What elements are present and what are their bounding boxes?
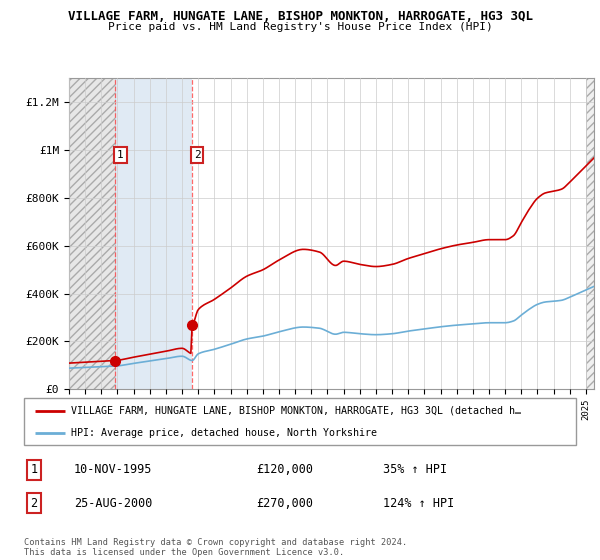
Text: £270,000: £270,000 (256, 497, 313, 510)
Bar (586, 78, 594, 389)
Bar (586, 78, 594, 389)
Bar (69, 78, 115, 389)
Text: 25-AUG-2000: 25-AUG-2000 (74, 497, 152, 510)
Text: 2: 2 (194, 150, 200, 160)
Text: Contains HM Land Registry data © Crown copyright and database right 2024.
This d: Contains HM Land Registry data © Crown c… (24, 538, 407, 557)
Text: 10-NOV-1995: 10-NOV-1995 (74, 463, 152, 476)
Bar (115, 78, 192, 389)
Text: Price paid vs. HM Land Registry's House Price Index (HPI): Price paid vs. HM Land Registry's House … (107, 22, 493, 32)
FancyBboxPatch shape (24, 398, 576, 445)
Text: VILLAGE FARM, HUNGATE LANE, BISHOP MONKTON, HARROGATE, HG3 3QL (detached h…: VILLAGE FARM, HUNGATE LANE, BISHOP MONKT… (71, 406, 521, 416)
Text: £120,000: £120,000 (256, 463, 313, 476)
Text: HPI: Average price, detached house, North Yorkshire: HPI: Average price, detached house, Nort… (71, 428, 377, 438)
Bar (69, 78, 115, 389)
Text: VILLAGE FARM, HUNGATE LANE, BISHOP MONKTON, HARROGATE, HG3 3QL: VILLAGE FARM, HUNGATE LANE, BISHOP MONKT… (67, 10, 533, 23)
Text: 1: 1 (31, 463, 38, 476)
Text: 124% ↑ HPI: 124% ↑ HPI (383, 497, 454, 510)
Text: 1: 1 (117, 150, 124, 160)
Text: 2: 2 (31, 497, 38, 510)
Text: 35% ↑ HPI: 35% ↑ HPI (383, 463, 447, 476)
